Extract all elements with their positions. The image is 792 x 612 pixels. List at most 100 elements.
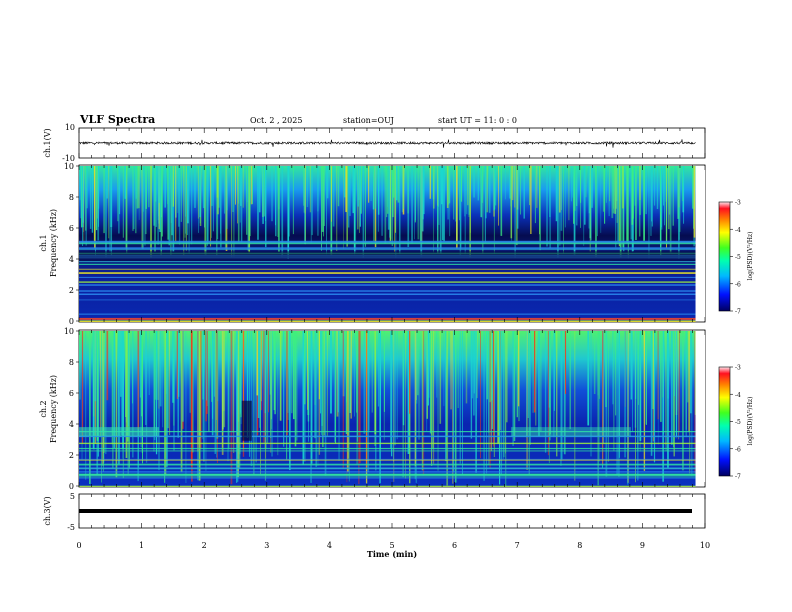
spectrogram-burst	[461, 166, 463, 202]
spectrogram-burst	[652, 331, 655, 442]
spectrogram-burst	[85, 331, 87, 480]
spectrogram-burst	[153, 166, 155, 226]
spectrogram-burst	[99, 331, 102, 437]
ytick-label: 4	[69, 420, 74, 429]
spectrogram-burst	[486, 331, 488, 400]
spectrogram-line	[79, 463, 696, 466]
x-axis-label: Time (min)	[367, 549, 417, 559]
spectrogram-burst	[306, 166, 309, 207]
ytick-label: 6	[69, 389, 74, 398]
spectrogram-burst	[262, 166, 264, 224]
spectrogram-burst	[180, 166, 182, 222]
spectrogram-burst	[548, 331, 551, 408]
spectrogram-burst	[172, 166, 175, 252]
spectrogram-burst	[287, 331, 289, 413]
spectrogram-burst	[414, 331, 416, 467]
spectrogram-burst	[171, 166, 173, 236]
spectrogram-burst	[138, 166, 140, 209]
colorbar-ch2-ticks: -3 -4 -5 -6 -7	[730, 365, 741, 481]
spectrogram-burst	[102, 331, 104, 472]
spectrogram-line	[79, 263, 696, 265]
spectrogram-burst	[597, 331, 599, 396]
spectrogram-burst	[159, 166, 161, 232]
spectrogram-burst	[505, 331, 508, 423]
spectrogram-burst	[393, 331, 394, 462]
spectrogram-burst	[232, 331, 234, 433]
ch2-spec-ylabel: ch.2	[39, 400, 48, 417]
spectrogram-burst	[94, 166, 96, 249]
colorbar-tick-label: -3	[735, 200, 741, 207]
spectrogram-burst	[395, 166, 398, 201]
spectrogram-burst	[362, 166, 365, 258]
spectrogram-burst	[396, 331, 398, 440]
colorbar-tick-label: -7	[735, 309, 741, 316]
spectrogram-dark-band	[79, 251, 696, 262]
spectrogram-burst	[309, 166, 312, 213]
xtick-label: 5	[389, 541, 394, 550]
spectrogram-burst	[157, 331, 159, 400]
spectrogram-line	[79, 467, 696, 469]
spectrogram-burst	[409, 331, 411, 414]
spectrogram-burst	[635, 331, 637, 399]
spectrogram-line	[79, 241, 696, 244]
spectrogram-burst	[433, 331, 435, 464]
spectrogram-burst	[345, 331, 347, 434]
spectrogram-burst	[452, 331, 454, 484]
spectrogram-burst	[500, 331, 502, 476]
spectrogram-burst	[488, 331, 490, 433]
spectrogram-burst	[320, 331, 321, 414]
spectrogram-burst	[324, 331, 327, 476]
spectrogram-burst	[89, 166, 92, 229]
spectrogram-burst	[386, 166, 388, 218]
spectrogram-burst	[602, 166, 605, 212]
spectrogram-burst	[534, 331, 536, 413]
spectrogram-burst	[470, 331, 473, 439]
ch1-wave-ylabel: ch.1(V)	[43, 128, 52, 157]
spectrogram-burst	[249, 166, 251, 237]
spectrogram-burst	[217, 331, 219, 402]
x-axis-ticks: 0 1 2 3 4 5 6 7 8 9 10	[76, 128, 710, 550]
spectrogram-burst	[145, 331, 148, 463]
spectrogram-line	[79, 281, 696, 283]
spectrogram-burst	[381, 166, 383, 236]
spectrogram-burst	[613, 331, 615, 451]
spectrogram-burst	[608, 331, 609, 462]
spectrogram-burst	[155, 166, 157, 227]
spectrogram-burst	[148, 166, 150, 208]
spectrogram-burst	[79, 331, 81, 400]
spectrogram-burst	[476, 331, 478, 399]
spectrogram-burst	[415, 166, 417, 221]
spectrogram-burst	[431, 331, 433, 466]
spectrogram-burst	[80, 166, 82, 219]
spectrogram-burst	[318, 331, 321, 455]
spectrogram-burst	[224, 166, 226, 214]
spectrogram-burst	[588, 166, 590, 214]
spectrogram-burst	[304, 166, 306, 214]
spectrogram-burst	[364, 166, 366, 247]
spectrogram-burst	[106, 331, 109, 401]
spectrogram-burst	[258, 166, 261, 213]
spectrogram-burst	[296, 331, 298, 441]
ytick-label: 10	[64, 327, 74, 336]
spectrogram-burst	[493, 331, 495, 457]
spectrogram-burst	[529, 166, 531, 206]
spectrogram-burst	[271, 166, 273, 222]
spectrogram-burst	[483, 331, 485, 481]
spectrogram-burst	[557, 166, 559, 258]
spectrogram-burst	[323, 166, 325, 226]
spectrogram-burst	[108, 166, 110, 239]
spectrogram-burst	[433, 166, 434, 253]
xtick-label: 2	[202, 541, 207, 550]
spectrogram-burst	[446, 166, 449, 208]
spectrogram-burst	[407, 166, 409, 214]
spectrogram-burst	[356, 331, 358, 413]
spectrogram-burst	[260, 331, 262, 402]
spectrogram-burst	[172, 331, 174, 403]
spectrogram-burst	[268, 331, 269, 413]
spectrogram-burst	[109, 166, 111, 252]
colorbar-ch1	[718, 201, 731, 312]
spectrogram-burst	[485, 166, 487, 219]
spectrogram-burst	[211, 166, 213, 206]
spectrogram-burst	[393, 331, 395, 482]
